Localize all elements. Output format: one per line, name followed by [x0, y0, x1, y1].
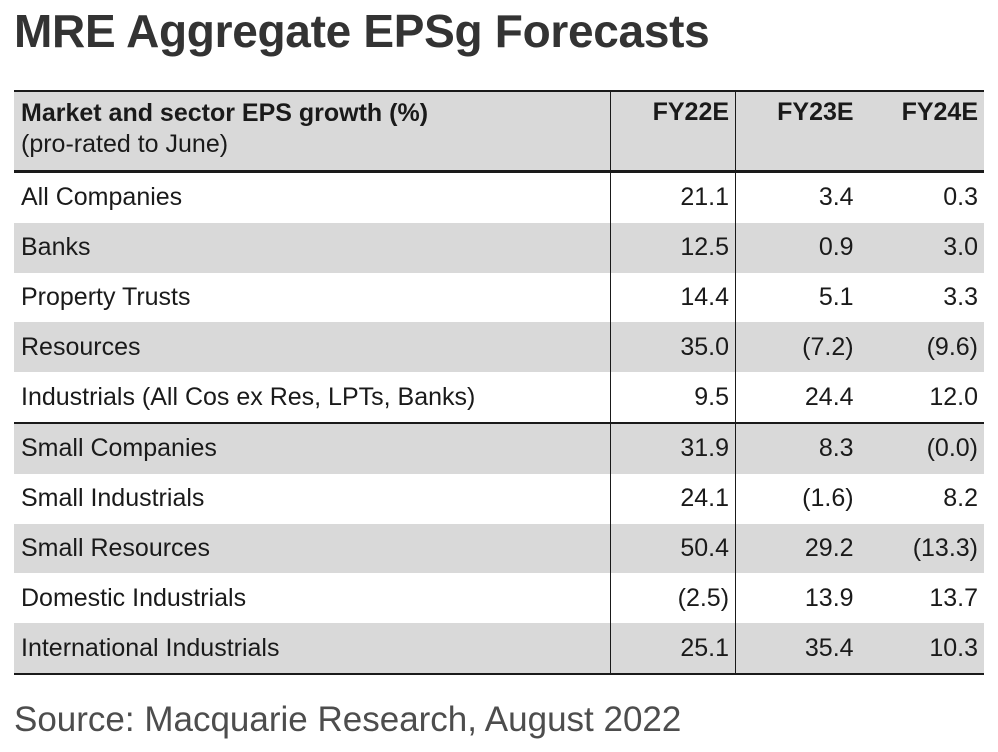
row-value-fy24e: 0.3: [943, 183, 978, 212]
row-value-fy24e: (0.0): [926, 434, 978, 463]
row-value-fy23e: 0.9: [735, 222, 860, 273]
row-value-fy23e: 35.4: [735, 623, 860, 673]
row-value-fy24e: 10.3: [929, 633, 978, 662]
row-value-fy22e: 31.9: [610, 423, 735, 474]
table-row: Resources 35.0 (7.2) (9.6): [14, 322, 984, 373]
header-fy24e: FY24E: [901, 98, 978, 126]
row-label: International Industrials: [21, 633, 280, 662]
row-value-fy22e: 50.4: [610, 523, 735, 574]
header-fy23e: FY23E: [735, 92, 860, 170]
row-value-fy23e: 24.4: [735, 372, 860, 422]
page-title: MRE Aggregate EPSg Forecasts: [14, 5, 710, 57]
row-value-fy22e: 35.0: [610, 322, 735, 373]
source-note: Source: Macquarie Research, August 2022: [14, 700, 682, 739]
row-value-fy23e: 5.1: [735, 272, 860, 323]
row-value-fy22e: 21.1: [610, 173, 735, 223]
header-label: Market and sector EPS growth (%): [21, 99, 429, 127]
row-label: Resources: [21, 332, 141, 361]
table-header: Market and sector EPS growth (%) (pro-ra…: [14, 92, 984, 173]
row-value-fy23e: 3.4: [735, 173, 860, 223]
table-row: Industrials (All Cos ex Res, LPTs, Banks…: [14, 372, 984, 422]
row-value-fy24e: 8.2: [943, 484, 978, 513]
row-label: Banks: [21, 233, 91, 262]
row-value-fy23e: 8.3: [735, 423, 860, 474]
eps-growth-table: Market and sector EPS growth (%) (pro-ra…: [14, 90, 984, 675]
row-value-fy24e: (9.6): [926, 332, 978, 361]
row-value-fy23e: (1.6): [735, 473, 860, 524]
table-row: Small Industrials 24.1 (1.6) 8.2: [14, 473, 984, 524]
row-value-fy22e: 25.1: [610, 623, 735, 673]
row-value-fy22e: 24.1: [610, 473, 735, 524]
row-value-fy24e: (13.3): [912, 533, 978, 562]
table-row: Small Resources 50.4 29.2 (13.3): [14, 523, 984, 574]
row-label: Domestic Industrials: [21, 583, 247, 612]
row-value-fy24e: 3.0: [943, 233, 978, 262]
row-value-fy22e: 12.5: [610, 222, 735, 273]
header-sublabel: (pro-rated to June): [21, 130, 229, 158]
table-row: Property Trusts 14.4 5.1 3.3: [14, 272, 984, 323]
table-row: Banks 12.5 0.9 3.0: [14, 222, 984, 273]
row-value-fy24e: 13.7: [929, 583, 978, 612]
row-value-fy23e: (7.2): [735, 322, 860, 373]
row-value-fy24e: 3.3: [943, 282, 978, 311]
row-label: Property Trusts: [21, 282, 191, 311]
table-row: Small Companies 31.9 8.3 (0.0): [14, 421, 984, 474]
table-row: All Companies 21.1 3.4 0.3: [14, 173, 984, 223]
row-label: Small Resources: [21, 533, 210, 562]
row-value-fy22e: 9.5: [610, 372, 735, 422]
row-value-fy23e: 29.2: [735, 523, 860, 574]
row-value-fy22e: 14.4: [610, 272, 735, 323]
row-value-fy22e: (2.5): [610, 573, 735, 624]
row-value-fy23e: 13.9: [735, 573, 860, 624]
row-label: All Companies: [21, 183, 183, 212]
header-label-cell: Market and sector EPS growth (%) (pro-ra…: [14, 92, 610, 170]
row-label: Small Companies: [21, 434, 217, 463]
table-row: Domestic Industrials (2.5) 13.9 13.7: [14, 573, 984, 624]
row-label: Small Industrials: [21, 484, 205, 513]
row-label: Industrials (All Cos ex Res, LPTs, Banks…: [21, 382, 476, 411]
row-value-fy24e: 12.0: [929, 382, 978, 411]
table-row: International Industrials 25.1 35.4 10.3: [14, 623, 984, 673]
header-fy22e: FY22E: [610, 92, 735, 170]
